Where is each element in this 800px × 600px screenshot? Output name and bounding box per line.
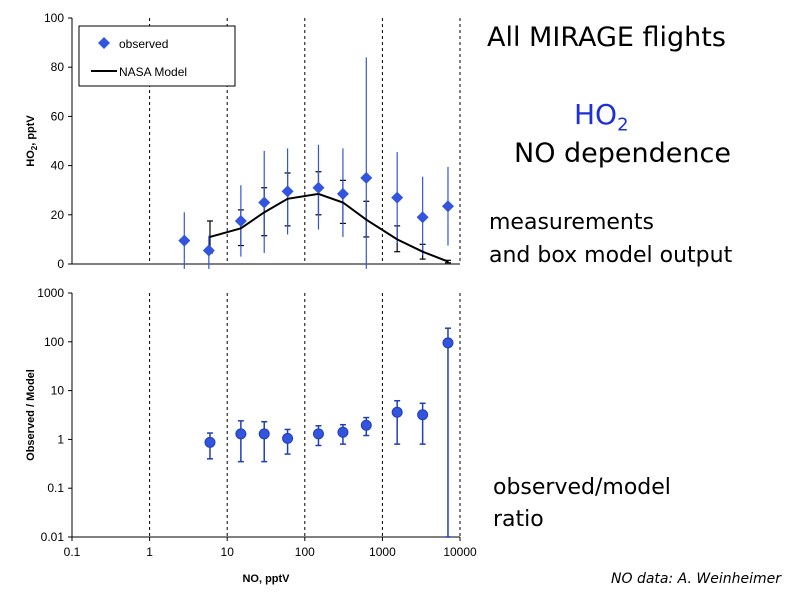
x-tick-label: 0.1: [64, 545, 81, 559]
observed-point: [312, 181, 325, 194]
bottom-y-tick-label: 10: [51, 384, 65, 398]
observed-point: [360, 171, 373, 184]
nasa-model-line: [209, 192, 449, 263]
top-y-tick-label: 60: [51, 109, 65, 123]
ratio-point: [235, 428, 247, 440]
desc-measurements-line1: measurements: [489, 210, 654, 235]
ratio-point: [312, 428, 324, 440]
top-y-axis-label: HO2, pptV: [25, 115, 39, 167]
legend-model-label: NASA Model: [119, 65, 187, 79]
bottom-y-axis-label: Observed / Model: [25, 369, 37, 461]
desc-ratio-line1: observed/model: [493, 475, 671, 500]
top-y-tick-label: 0: [57, 257, 64, 271]
top-plot-area: 0 20 40 60 80 100: [44, 11, 461, 271]
x-tick-label: 1000: [369, 545, 396, 559]
legend-diamond-marker: [98, 37, 110, 49]
top-y-tick-label: 100: [44, 11, 64, 25]
ratio-point: [204, 436, 216, 448]
top-y-tick-label: 20: [51, 208, 65, 222]
observed-point: [391, 191, 404, 204]
observed-point: [234, 214, 247, 227]
ratio-point: [282, 432, 294, 444]
bottom-y-tick-label: 100: [44, 335, 64, 349]
observed-point: [441, 200, 454, 213]
desc-measurements-line2: and box model output: [489, 243, 733, 268]
ratio-point: [360, 419, 372, 431]
x-tick-label: 100: [295, 545, 315, 559]
observed-point: [281, 185, 294, 198]
ratio-point: [417, 409, 429, 421]
bottom-y-tick-label: 0.01: [41, 530, 65, 544]
bottom-y-tick-label: 0.1: [47, 481, 64, 495]
legend-observed-label: observed: [119, 37, 168, 51]
bottom-y-tick-label: 1: [57, 432, 64, 446]
observed-point: [202, 244, 215, 257]
observed-point: [258, 196, 271, 209]
ratio-point: [442, 337, 454, 349]
x-tick-label: 10: [221, 545, 235, 559]
dependence-title: NO dependence: [514, 138, 731, 169]
top-y-tick-label: 40: [51, 159, 65, 173]
observed-points: [178, 171, 454, 257]
main-title: All MIRAGE flights: [487, 22, 726, 53]
ratio-point: [337, 426, 349, 438]
x-tick-label: 10000: [443, 545, 477, 559]
desc-ratio-line2: ratio: [493, 507, 544, 532]
observed-point: [416, 211, 429, 224]
top-y-tick-label: 80: [51, 60, 65, 74]
top-legend: observed NASA Model: [78, 25, 236, 87]
ratio-point: [391, 406, 403, 418]
ratio-point: [258, 428, 270, 440]
model-error-bars: [206, 171, 451, 264]
x-tick-label: 1: [146, 545, 153, 559]
observed-error-bars: [183, 57, 449, 269]
observed-point: [336, 187, 349, 200]
bottom-y-tick-label: 1000: [37, 286, 64, 300]
data-credit: NO data: A. Weinheimer: [611, 571, 781, 587]
ratio-points: [204, 337, 454, 448]
observed-point: [178, 234, 191, 247]
species-title: HO2: [574, 98, 629, 136]
x-axis-label: NO, pptV: [242, 573, 290, 585]
